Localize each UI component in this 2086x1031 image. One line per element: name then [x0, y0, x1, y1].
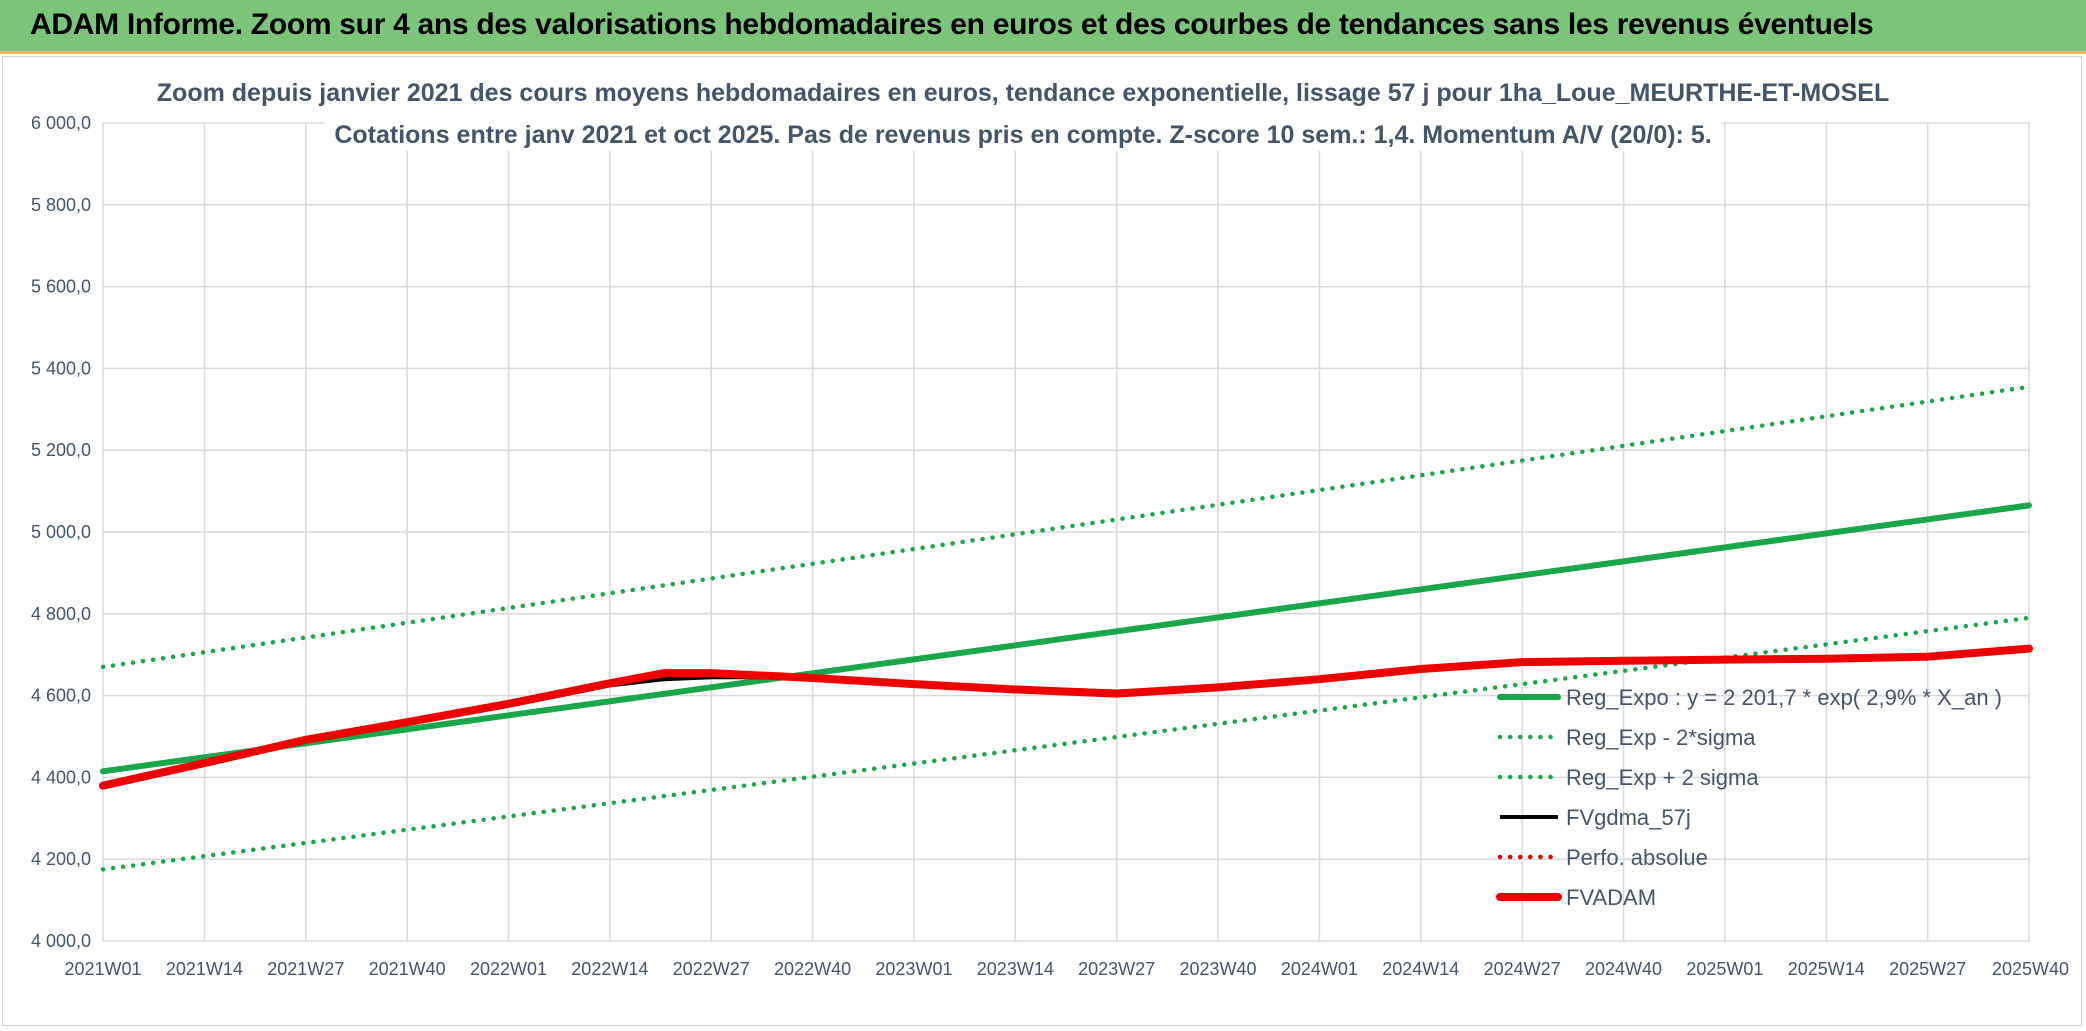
chart-title-backdrop — [324, 119, 1722, 151]
x-tick-label: 2022W40 — [774, 959, 851, 979]
x-tick-label: 2021W14 — [166, 959, 243, 979]
banner-title: ADAM Informe. Zoom sur 4 ans des valoris… — [30, 8, 1874, 41]
y-axis-ticks: 4 000,0 4 200,0 4 400,0 4 600,0 4 800,0 5 000… — [31, 113, 91, 951]
x-tick-label: 2023W27 — [1078, 959, 1155, 979]
chart-title-line: Zoom depuis janvier 2021 des cours moyen… — [157, 79, 1889, 107]
x-tick-label: 2023W14 — [977, 959, 1054, 979]
x-tick-label: 2021W27 — [267, 959, 344, 979]
x-tick-label: 2025W01 — [1686, 959, 1763, 979]
x-tick-label: 2025W40 — [1992, 959, 2069, 979]
chart-series — [99, 384, 2033, 872]
chart-titles: Zoom depuis janvier 2021 des cours moyen… — [146, 77, 1900, 151]
y-tick-label: 4 400,0 — [31, 767, 91, 787]
y-tick-label: 4 200,0 — [31, 849, 91, 869]
series-line-reg-exp-2-sigma — [100, 615, 2032, 872]
chart-title-backdrop — [146, 77, 1900, 109]
x-tick-label: 2023W40 — [1180, 959, 1257, 979]
legend-label-reg-exp-2-sigma: Reg_Exp - 2*sigma — [1566, 725, 1756, 750]
y-tick-label: 5 600,0 — [31, 277, 91, 297]
x-tick-label: 2024W40 — [1585, 959, 1662, 979]
x-tick-label: 2021W40 — [369, 959, 446, 979]
x-tick-label: 2025W27 — [1889, 959, 1966, 979]
legend-label-perfo-absolue: Perfo. absolue — [1566, 845, 1708, 870]
report-banner: ADAM Informe. Zoom sur 4 ans des valoris… — [0, 0, 2086, 54]
y-tick-label: 4 600,0 — [31, 686, 91, 706]
x-tick-label: 2022W01 — [470, 959, 547, 979]
legend-label-fvgdma-57j: FVgdma_57j — [1566, 805, 1691, 830]
chart-legend: Reg_Expo : y = 2 201,7 * exp( 2,9% * X_a… — [1496, 685, 2002, 910]
x-tick-label: 2024W14 — [1382, 959, 1459, 979]
x-tick-label: 2023W01 — [875, 959, 952, 979]
x-tick-label: 2024W27 — [1484, 959, 1561, 979]
y-tick-label: 4 800,0 — [31, 604, 91, 624]
series-line-fvadam — [99, 644, 2033, 790]
x-tick-label: 2021W01 — [64, 959, 141, 979]
y-tick-label: 6 000,0 — [31, 113, 91, 133]
legend-label-reg-expo-y-2-201-7-exp-2-9-x-an: Reg_Expo : y = 2 201,7 * exp( 2,9% * X_a… — [1566, 685, 2002, 710]
y-tick-label: 5 400,0 — [31, 358, 91, 378]
x-tick-label: 2024W01 — [1281, 959, 1358, 979]
line-chart: 4 000,0 4 200,0 4 400,0 4 600,0 4 800,0 5 000… — [31, 77, 2069, 979]
legend-label-fvadam: FVADAM — [1566, 885, 1656, 910]
x-tick-label: 2022W14 — [571, 959, 648, 979]
chart-title-line: Cotations entre janv 2021 et oct 2025. P… — [334, 121, 1711, 149]
x-axis-ticks: 2021W01 2021W14 2021W27 2021W40 2022W01 2022W… — [64, 959, 2069, 979]
chart-container: 4 000,0 4 200,0 4 400,0 4 600,0 4 800,0 5 000… — [2, 56, 2082, 1026]
y-tick-label: 5 200,0 — [31, 440, 91, 460]
legend-label-reg-exp-2-sigma: Reg_Exp + 2 sigma — [1566, 765, 1759, 790]
y-tick-label: 5 000,0 — [31, 522, 91, 542]
chart-grid — [102, 122, 2030, 942]
x-tick-label: 2025W14 — [1788, 959, 1865, 979]
series-line-reg-exp-2-sigma — [100, 384, 2032, 670]
series-line-reg-expo-y-2-201-7-exp-2-9-x-an — [100, 502, 2032, 775]
x-tick-label: 2022W27 — [673, 959, 750, 979]
y-tick-label: 5 800,0 — [31, 195, 91, 215]
y-tick-label: 4 000,0 — [31, 931, 91, 951]
